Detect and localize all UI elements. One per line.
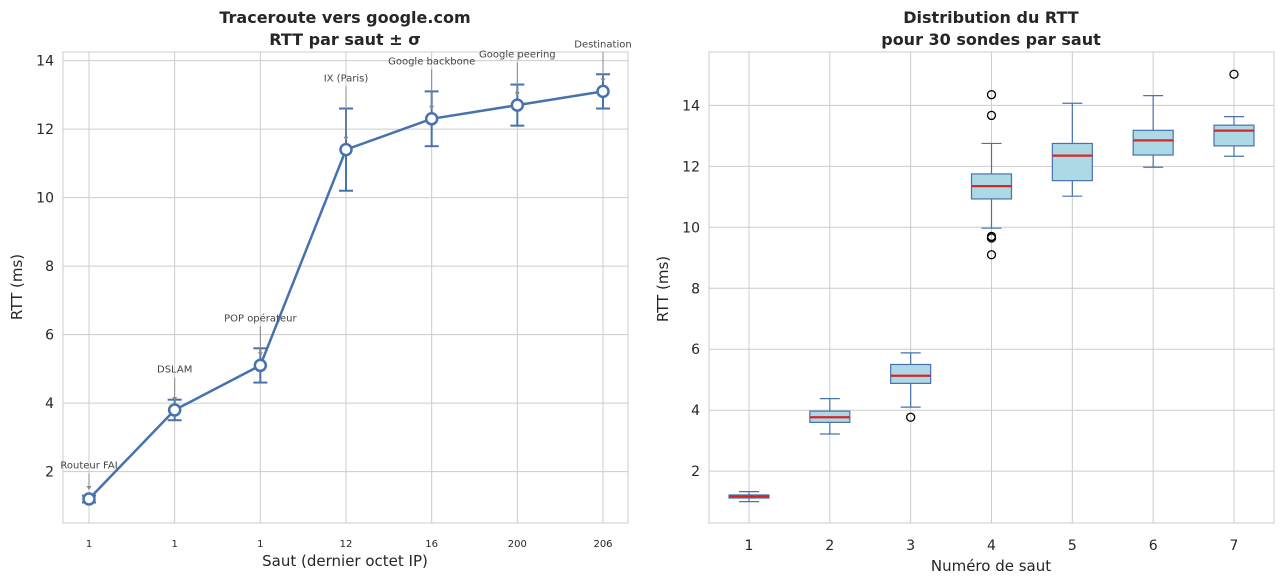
y-tick-label: 14 xyxy=(36,54,54,70)
y-tick-label: 6 xyxy=(691,342,700,358)
x-tick-label: 1 xyxy=(171,539,177,550)
rtt-point xyxy=(253,358,268,373)
right-title-line1: Distribution du RTT xyxy=(903,8,1079,27)
left-x-axis-label: Saut (dernier octet IP) xyxy=(262,552,428,570)
x-tick-label: 1 xyxy=(745,538,754,554)
rtt-point xyxy=(596,84,610,99)
x-tick-label: 6 xyxy=(1149,538,1158,554)
grid-lines xyxy=(63,52,628,523)
x-tick-label: 206 xyxy=(593,539,612,550)
x-tick-label: 1 xyxy=(86,539,92,550)
y-tick-label: 8 xyxy=(45,259,54,275)
annotation-arrowhead xyxy=(600,78,606,83)
traceroute-line-chart: 2 4 6 8 10 12 14 1 1 1 12 16 200 206 Routeur FAI DSLA… xyxy=(8,8,632,570)
iqr-box xyxy=(1051,142,1093,182)
y-tick-label: 10 xyxy=(36,191,54,207)
outlier-point xyxy=(986,110,997,121)
right-y-axis-label: RTT (ms) xyxy=(654,256,672,322)
annotation-arrowhead xyxy=(172,396,178,401)
y-tick-label: 4 xyxy=(691,403,700,419)
rtt-point xyxy=(82,492,96,506)
left-title-line1: Traceroute vers google.com xyxy=(219,8,470,27)
y-tick-label: 12 xyxy=(36,122,54,138)
x-tick-label: 4 xyxy=(987,538,996,554)
hop-annotation: IX (Paris) xyxy=(324,74,369,85)
x-tick-label: 5 xyxy=(1068,538,1077,554)
rtt-point xyxy=(424,112,439,126)
iqr-box xyxy=(1213,124,1255,147)
x-tick-label: 7 xyxy=(1230,538,1239,554)
y-tick-label: 4 xyxy=(45,396,54,412)
x-tick-labels: 1 1 1 12 16 200 206 xyxy=(86,539,613,550)
y-tick-labels: 2 4 6 8 10 12 14 xyxy=(682,98,700,480)
hop-annotation: Destination xyxy=(574,39,631,50)
y-tick-label: 12 xyxy=(682,159,700,175)
rtt-point xyxy=(339,142,353,157)
x-tick-label: 12 xyxy=(340,539,353,550)
hop-annotations: Routeur FAI DSLAM POP opérateur IX (Paris) G… xyxy=(60,39,632,491)
annotation-arrowhead xyxy=(86,486,92,491)
annotation-arrowhead xyxy=(257,352,263,357)
annotation-arrowhead xyxy=(514,92,520,97)
y-tick-label: 10 xyxy=(682,220,700,236)
hop-annotation: Google peering xyxy=(479,50,556,61)
x-tick-label: 16 xyxy=(425,539,438,550)
y-tick-label: 8 xyxy=(691,281,700,297)
rtt-markers xyxy=(82,84,610,506)
hop-annotation: POP opérateur xyxy=(224,312,297,324)
hop-annotation: DSLAM xyxy=(157,365,192,376)
annotation-arrowhead xyxy=(343,136,349,141)
x-tick-label: 3 xyxy=(906,538,915,554)
y-tick-label: 14 xyxy=(682,98,700,114)
hop-annotation: Routeur FAI xyxy=(60,461,117,472)
iqr-box xyxy=(890,363,932,384)
outlier-point xyxy=(1229,69,1239,79)
rtt-point xyxy=(167,403,182,417)
iqr-box xyxy=(1132,129,1174,156)
rtt-point xyxy=(510,98,525,112)
y-tick-labels: 2 4 6 8 10 12 14 xyxy=(36,54,54,481)
left-title-line2: RTT par saut ± σ xyxy=(269,30,420,49)
y-tick-label: 2 xyxy=(45,465,54,481)
left-y-axis-label: RTT (ms) xyxy=(8,254,26,320)
x-tick-label: 200 xyxy=(508,539,527,550)
outlier-point xyxy=(906,412,916,422)
x-tick-label: 2 xyxy=(825,538,834,554)
box-series xyxy=(728,69,1255,503)
x-tick-labels: 1 2 3 4 5 6 7 xyxy=(745,538,1239,554)
annotation-arrowhead xyxy=(429,105,435,110)
x-tick-label: 1 xyxy=(257,539,263,550)
right-x-axis-label: Numéro de saut xyxy=(931,557,1051,575)
outlier-point xyxy=(986,250,997,260)
y-tick-label: 6 xyxy=(45,328,54,344)
y-tick-label: 2 xyxy=(691,464,700,480)
right-title-line2: pour 30 sondes par saut xyxy=(881,30,1101,49)
hop-annotation: Google backbone xyxy=(388,56,475,67)
outlier-point xyxy=(986,90,997,100)
outlier-point xyxy=(986,233,997,243)
